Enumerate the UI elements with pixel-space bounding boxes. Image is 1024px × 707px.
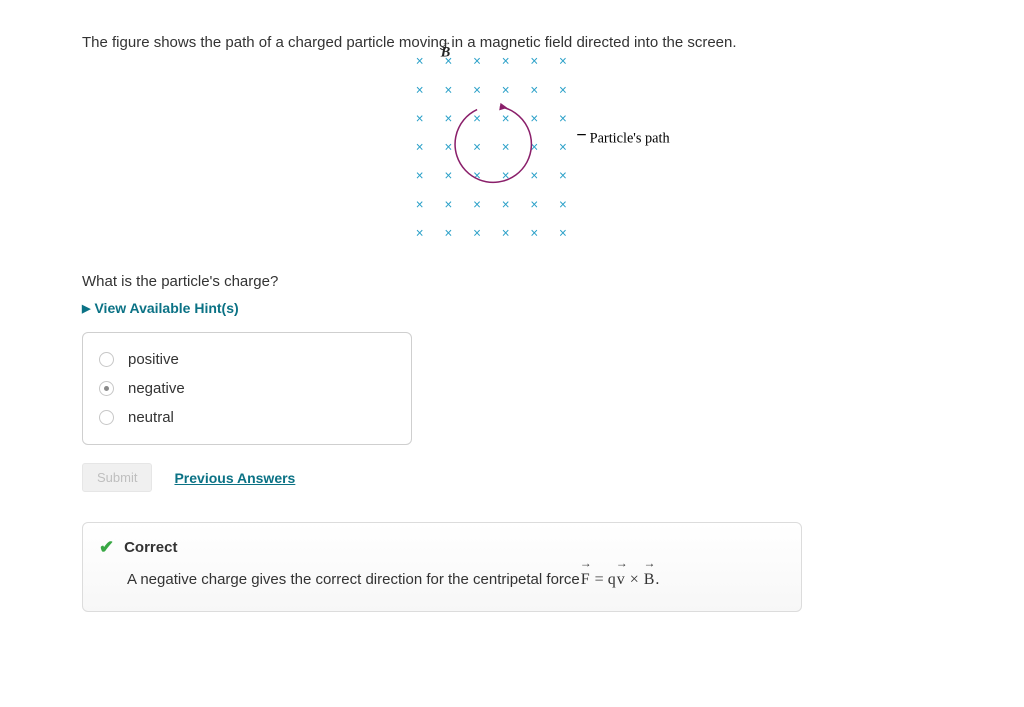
feedback-text: A negative charge gives the correct dire… [127, 567, 580, 593]
caret-right-icon: ▶ [82, 302, 90, 315]
choice-positive[interactable]: positive [93, 345, 401, 374]
svg-text:×: × [559, 197, 567, 212]
submit-button[interactable]: Submit [82, 463, 152, 492]
svg-text:×: × [473, 225, 481, 240]
svg-text:×: × [502, 197, 510, 212]
choice-label: positive [128, 351, 179, 368]
equation: →F = q→v × →B. [580, 566, 660, 593]
svg-text:×: × [444, 82, 452, 97]
svg-text:×: × [444, 111, 452, 126]
svg-text:×: × [473, 82, 481, 97]
figure: ××××××××××××××××××××××××××××××××××××××××… [152, 43, 1012, 253]
svg-text:×: × [416, 82, 424, 97]
svg-text:×: × [559, 140, 567, 155]
svg-text:×: × [416, 140, 424, 155]
svg-text:Particle's path: Particle's path [590, 130, 670, 146]
svg-text:×: × [530, 82, 538, 97]
radio-neutral[interactable] [99, 410, 114, 425]
view-hints-toggle[interactable]: ▶ View Available Hint(s) [82, 300, 942, 316]
hints-label: View Available Hint(s) [94, 300, 238, 316]
svg-text:×: × [473, 197, 481, 212]
radio-negative[interactable] [99, 381, 114, 396]
svg-text:×: × [416, 197, 424, 212]
choice-label: negative [128, 380, 185, 397]
svg-text:×: × [530, 168, 538, 183]
feedback-body: A negative charge gives the correct dire… [99, 566, 785, 593]
svg-text:×: × [530, 225, 538, 240]
svg-text:×: × [502, 54, 510, 69]
svg-text:B: B [440, 44, 451, 60]
check-icon: ✔ [99, 537, 114, 558]
question-text: What is the particle's charge? [82, 273, 942, 290]
svg-text:×: × [530, 197, 538, 212]
choice-label: neutral [128, 409, 174, 426]
svg-text:×: × [530, 54, 538, 69]
feedback-title: Correct [124, 539, 177, 556]
choice-negative[interactable]: negative [93, 374, 401, 403]
svg-text:×: × [559, 82, 567, 97]
svg-text:×: × [416, 168, 424, 183]
svg-text:×: × [444, 168, 452, 183]
svg-text:×: × [416, 225, 424, 240]
answer-choices: positive negative neutral [82, 332, 412, 445]
svg-text:×: × [559, 111, 567, 126]
svg-text:×: × [416, 54, 424, 69]
previous-answers-link[interactable]: Previous Answers [174, 470, 295, 486]
feedback-panel: ✔ Correct A negative charge gives the co… [82, 522, 802, 612]
svg-text:×: × [444, 140, 452, 155]
svg-text:×: × [530, 111, 538, 126]
radio-positive[interactable] [99, 352, 114, 367]
figure-svg: ××××××××××××××××××××××××××××××××××××××××… [392, 43, 772, 253]
svg-text:×: × [502, 82, 510, 97]
svg-text:×: × [559, 168, 567, 183]
svg-text:×: × [502, 140, 510, 155]
svg-text:×: × [444, 197, 452, 212]
svg-text:×: × [473, 54, 481, 69]
svg-text:×: × [416, 111, 424, 126]
choice-neutral[interactable]: neutral [93, 403, 401, 432]
svg-text:×: × [559, 54, 567, 69]
svg-text:×: × [473, 168, 481, 183]
svg-text:×: × [559, 225, 567, 240]
svg-text:×: × [502, 111, 510, 126]
svg-text:×: × [473, 140, 481, 155]
radio-dot-icon [104, 386, 109, 391]
svg-text:×: × [473, 111, 481, 126]
svg-text:×: × [444, 225, 452, 240]
svg-text:×: × [502, 225, 510, 240]
